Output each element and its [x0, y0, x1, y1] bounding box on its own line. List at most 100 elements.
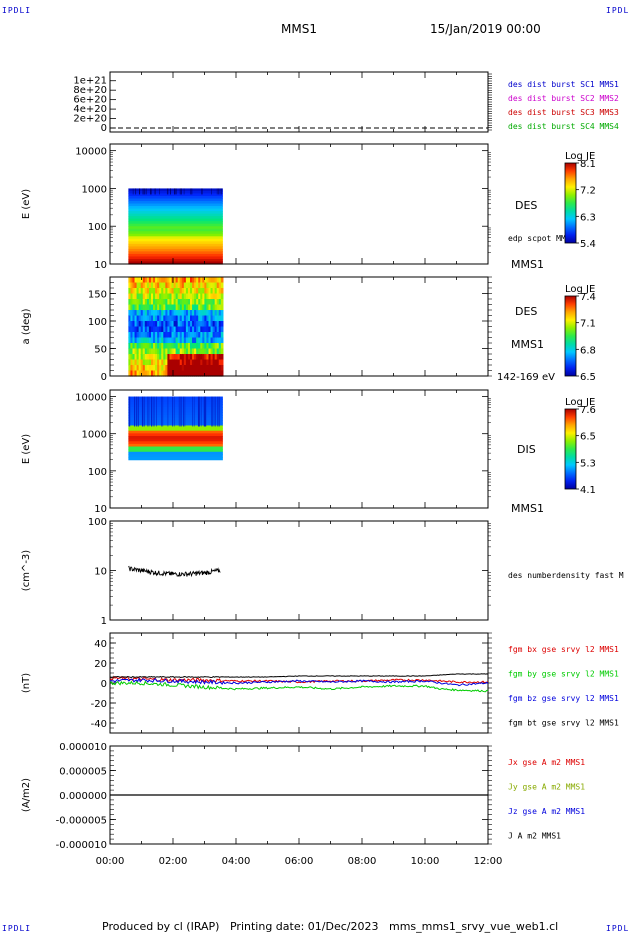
- pitch-cell: [148, 277, 152, 284]
- spectrogram-cell: [128, 206, 223, 210]
- pitch-cell: [175, 370, 179, 377]
- pitch-cell: [214, 354, 218, 361]
- pitch-cell: [146, 359, 150, 366]
- pitch-cell: [128, 321, 132, 328]
- y-tick-label: 50: [94, 345, 107, 356]
- pitch-cell: [128, 348, 132, 355]
- pitch-cell: [132, 370, 136, 377]
- dis-energy-ylabel: E (eV): [21, 434, 32, 464]
- pitch-cell: [134, 337, 138, 344]
- pitch-cell: [220, 370, 224, 377]
- colorbar: [564, 408, 577, 490]
- pitch-cell: [130, 348, 134, 355]
- pitch-cell: [202, 370, 205, 377]
- pitch-cell: [212, 337, 216, 344]
- pitch-cell: [194, 321, 197, 328]
- pitch-cell: [216, 310, 220, 317]
- pitch-cell: [214, 315, 218, 322]
- pitch-cell: [181, 293, 185, 300]
- pitch-cell: [128, 293, 132, 300]
- y-tick-label: 0.000005: [59, 767, 107, 778]
- pitch-cell: [144, 337, 148, 344]
- pitch-cell: [212, 370, 216, 377]
- pitch-cell: [202, 277, 205, 284]
- pitch-cell: [171, 359, 175, 366]
- pitch-cell: [190, 315, 193, 322]
- pitch-cell: [177, 332, 181, 339]
- pitch-cell: [202, 293, 205, 300]
- pitch-cell: [148, 293, 152, 300]
- pitch-cell: [204, 288, 208, 295]
- pitch-cell: [183, 288, 187, 295]
- pitch-cell: [153, 359, 156, 366]
- pitch-cell: [171, 332, 175, 339]
- pitch-cell: [144, 282, 148, 289]
- pitch-cell: [161, 288, 164, 295]
- pitch-cell: [142, 337, 146, 344]
- date-title: 15/Jan/2019 00:00: [430, 22, 541, 36]
- pitch-cell: [134, 310, 138, 317]
- pitch-cell: [206, 293, 210, 300]
- pitch-cell: [190, 354, 193, 361]
- pitch-cell: [136, 304, 140, 311]
- pitch-cell: [181, 326, 185, 333]
- spectrogram-cell: [128, 233, 223, 237]
- pitch-cell: [218, 277, 222, 284]
- pitch-cell: [153, 348, 156, 355]
- pitch-cell: [198, 343, 201, 350]
- pitch-cell: [150, 282, 154, 289]
- pitch-cell: [185, 321, 189, 328]
- spectrogram-cell: [128, 443, 223, 448]
- pitch-cell: [183, 348, 187, 355]
- pitch-cell: [165, 370, 169, 377]
- pitch-cell: [220, 343, 224, 350]
- pitch-cell: [181, 354, 185, 361]
- spectrogram-cell: [128, 425, 223, 429]
- spectrogram-cell: [128, 258, 223, 263]
- pitch-cell: [220, 354, 224, 361]
- pitch-cell: [198, 310, 201, 317]
- pitch-cell: [140, 370, 144, 377]
- fgm-bt-series: [109, 673, 489, 679]
- pitch-cell: [214, 359, 218, 366]
- pitch-cell: [187, 299, 191, 306]
- pitch-cell: [171, 310, 175, 317]
- pitch-cell: [171, 304, 175, 311]
- pitch-cell: [202, 282, 205, 289]
- pitch-cell: [150, 315, 154, 322]
- colorbar-title: Log JE: [565, 151, 595, 162]
- pitch-cell: [212, 293, 216, 300]
- pitch-cell: [192, 288, 195, 295]
- pitch-cell: [187, 288, 191, 295]
- pitch-cell: [210, 332, 214, 339]
- pitch-cell: [150, 348, 154, 355]
- pitch-cell: [218, 359, 222, 366]
- pitch-cell: [130, 326, 134, 333]
- pitch-cell: [150, 293, 154, 300]
- pitch-cell: [185, 299, 189, 306]
- colorbar-tick-label: 5.3: [580, 458, 596, 469]
- y-tick-label: 6e+20: [73, 95, 107, 106]
- pitch-cell: [136, 315, 140, 322]
- pitch-cell: [206, 354, 210, 361]
- pitch-cell: [136, 277, 140, 284]
- pitch-cell: [138, 348, 142, 355]
- pitch-cell: [177, 348, 181, 355]
- pitch-cell: [185, 332, 189, 339]
- pitch-cell: [169, 310, 173, 317]
- pitch-cell: [148, 326, 152, 333]
- pitch-cell: [177, 343, 181, 350]
- pitch-cell: [200, 348, 203, 355]
- pitch-cell: [130, 343, 134, 350]
- pitch-cell: [165, 365, 169, 372]
- pitch-cell: [150, 288, 154, 295]
- pitch-cell: [165, 293, 169, 300]
- pitch-cell: [171, 326, 175, 333]
- pitch-cell: [179, 282, 183, 289]
- pitch-cell: [190, 348, 193, 355]
- pitch-cell: [142, 310, 146, 317]
- pitch-cell: [161, 332, 164, 339]
- pitch-cell: [196, 343, 199, 350]
- spectrogram-cell: [128, 435, 223, 440]
- current-legend-entry: Jy gse A m2 MMS1: [508, 783, 585, 792]
